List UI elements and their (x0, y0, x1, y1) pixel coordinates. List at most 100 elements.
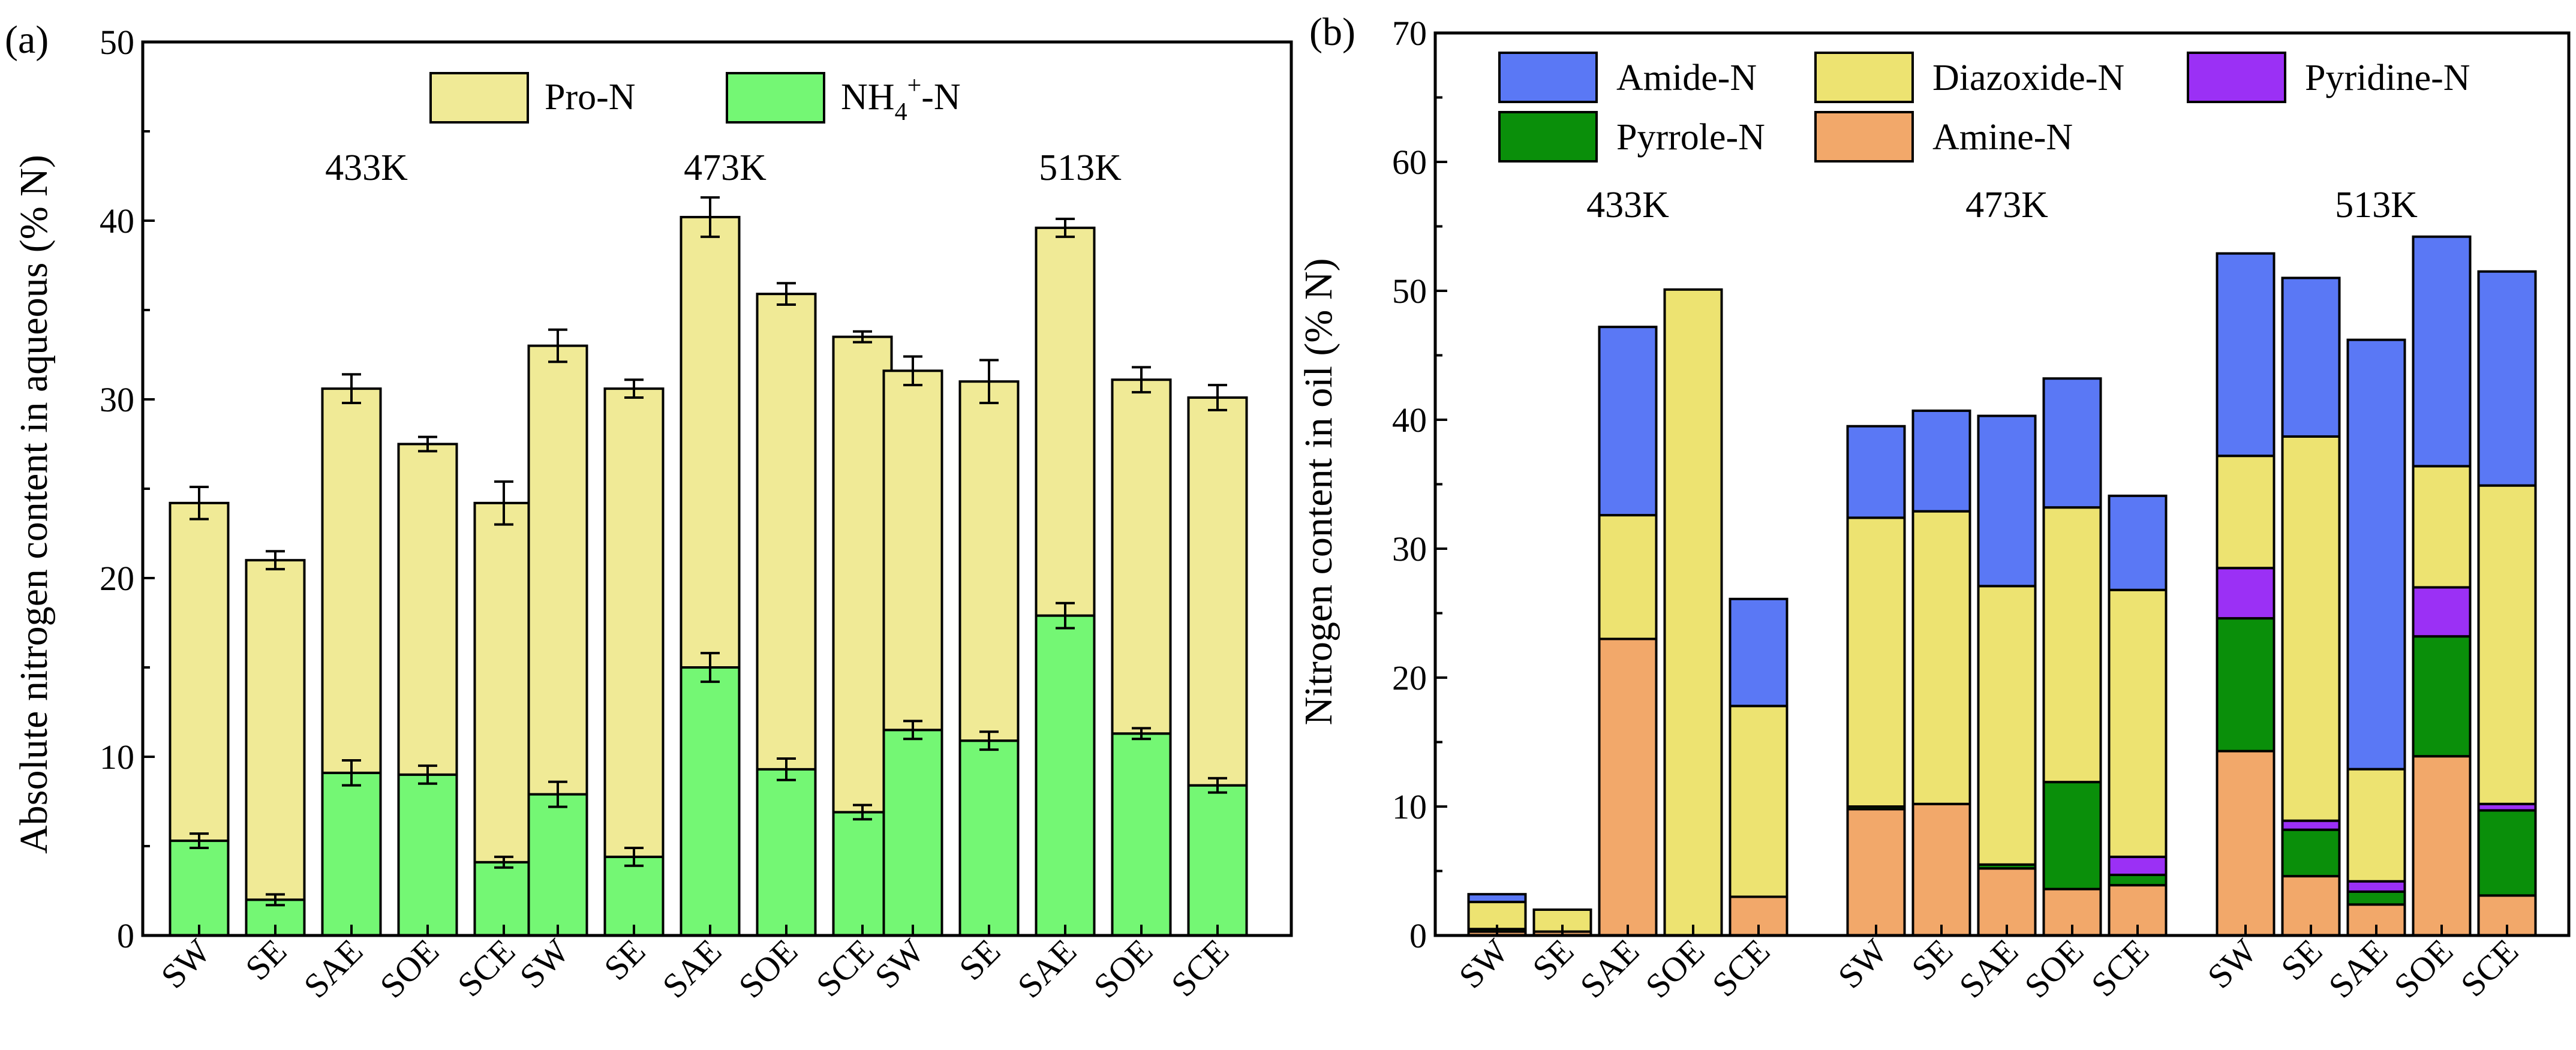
nh4-n-bar (1187, 784, 1248, 937)
pro-n-bar (832, 335, 893, 814)
nh4-n-bar (397, 773, 458, 937)
pro-n-bar (321, 387, 382, 774)
amide-n-bar (1911, 409, 1971, 513)
pyridine-n-bar (2412, 586, 2472, 638)
amide-n-bar (1598, 326, 1658, 517)
panel-a-x-tick-label: SW (512, 931, 577, 996)
amine-n-bar (1598, 637, 1658, 937)
legend-swatch-nh4-n (726, 72, 825, 124)
diazoxide-n-bar (1598, 514, 1658, 640)
diazoxide-n-bar (1911, 510, 1971, 805)
panel-b-x-tick-label: SAE (1573, 931, 1646, 1005)
panel-a-y-tick-label: 30 (100, 380, 134, 419)
amine-n-bar (1846, 808, 1906, 937)
pro-n-bar (882, 369, 943, 732)
amide-n-bar (2281, 276, 2341, 438)
nh4-n-bar (958, 739, 1020, 937)
pyrrole-n-bar (2281, 828, 2341, 878)
panel-a-x-tick-label: SE (951, 931, 1008, 988)
panel-b-x-tick-label: SW (2200, 931, 2265, 996)
panel-b-y-tick-label: 60 (1392, 143, 1427, 182)
nh4-n-bar (473, 861, 534, 937)
amide-n-bar (1846, 425, 1906, 519)
amide-n-bar (2412, 235, 2472, 468)
pro-n-bar (1035, 226, 1096, 617)
panel-a-x-tick-label: SOE (372, 931, 446, 1005)
panel-a-x-tick-label: SE (596, 931, 653, 988)
nh4-n-bar (1035, 614, 1096, 937)
amide-n-bar (2346, 338, 2406, 771)
diazoxide-n-bar (2346, 768, 2406, 883)
pyrrole-n-bar (2108, 873, 2168, 887)
pro-n-bar (169, 501, 230, 843)
legend-swatch-pyridine-n (2187, 52, 2286, 103)
panel-b-y-tick-label: 0 (1409, 916, 1427, 955)
pyridine-n-bar (2108, 855, 2168, 876)
panel-b: (b) Nitrogen content in oil (% N) 0 10 20 3… (1297, 10, 2571, 1006)
panel-a-x-tick-label: SW (154, 931, 218, 996)
panel-a: (a) Absolute nitrogen content in aqueous… (5, 18, 1293, 1006)
nh4-n-bar (882, 729, 943, 937)
panel-b-y-tick-label: 10 (1392, 787, 1427, 826)
pro-n-bar (245, 559, 306, 901)
panel-b-plot-frame (1433, 31, 2571, 937)
amine-n-bar (1911, 802, 1971, 937)
pro-n-bar (1187, 396, 1248, 787)
panel-a-x-tick-label: SCE (450, 931, 522, 1004)
pyridine-n-bar (2216, 567, 2276, 620)
panel-b-x-tick-label: SAE (1952, 931, 2025, 1005)
panel-a-x-tick-label: SOE (1086, 931, 1160, 1005)
panel-a-x-tick-label: SE (238, 931, 294, 988)
diazoxide-n-bar (2108, 588, 2168, 858)
amine-n-bar (2281, 875, 2341, 937)
amine-n-bar (2216, 750, 2276, 937)
amide-n-bar (1977, 414, 2037, 588)
panel-b-y-tick-label: 30 (1392, 529, 1427, 568)
nh4-n-bar (527, 793, 588, 937)
amide-n-bar (1729, 597, 1789, 708)
panel-a-y-tick-label: 50 (100, 23, 134, 62)
panel-b-y-tick-label: 40 (1392, 401, 1427, 440)
panel-b-x-tick-label: SW (1451, 931, 1516, 996)
nh4-n-bar (756, 768, 817, 937)
diazoxide-n-bar (1977, 585, 2037, 866)
amide-n-bar (2216, 252, 2276, 458)
pro-n-bar (756, 293, 817, 771)
panel-a-y-tick-label: 0 (117, 916, 134, 955)
panel-b-x-tick-label: SOE (2017, 931, 2091, 1005)
panel-b-group-label: 433K (1586, 185, 1669, 225)
nh4-n-bar (1111, 732, 1172, 937)
panel-a-label: (a) (5, 18, 49, 62)
panel-b-x-tick-label: SOE (2386, 931, 2460, 1005)
panel-b-y-tick-label: 70 (1392, 14, 1427, 53)
panel-b-legend: Amide-N Diazoxide-N Pyridine-N Pyrrole-N Ami… (1498, 52, 2470, 163)
panel-b-x-tick-label: SE (2273, 931, 2329, 988)
legend-swatch-pyrrole-n (1498, 111, 1598, 163)
nh4-n-bar (321, 771, 382, 937)
legend-label-nh4-n: NH4+-N (841, 72, 961, 126)
legend-label-pyridine-n: Pyridine-N (2305, 58, 2470, 98)
pro-n-bar (958, 380, 1020, 742)
pyridine-n-bar (2346, 880, 2406, 893)
panel-b-group-label: 473K (1965, 185, 2048, 225)
pyrrole-n-bar (2042, 781, 2102, 890)
diazoxide-n-bar (2412, 465, 2472, 589)
panel-a-x-tick-label: SCE (1164, 931, 1236, 1004)
pro-n-bar (527, 344, 588, 796)
diazoxide-n-bar (2281, 435, 2341, 822)
amide-n-bar (2108, 494, 2168, 591)
panel-b-label: (b) (1309, 10, 1355, 54)
amine-n-bar (1977, 867, 2037, 937)
panel-b-y-tick-label: 50 (1392, 272, 1427, 311)
panel-a-plot-frame (141, 40, 1293, 937)
panel-b-group-label: 513K (2335, 185, 2418, 225)
panel-b-x-tick-label: SE (1904, 931, 1960, 988)
panel-b-x-tick-label: SCE (2453, 931, 2526, 1004)
legend-label-pro-n: Pro-N (545, 77, 636, 118)
legend-swatch-amide-n (1498, 52, 1598, 103)
panel-b-x-tick-label: SE (1525, 931, 1581, 988)
amide-n-bar (2042, 377, 2102, 509)
legend-swatch-diazoxide-n (1814, 52, 1914, 103)
panel-b-x-tick-label: SAE (2321, 931, 2395, 1005)
